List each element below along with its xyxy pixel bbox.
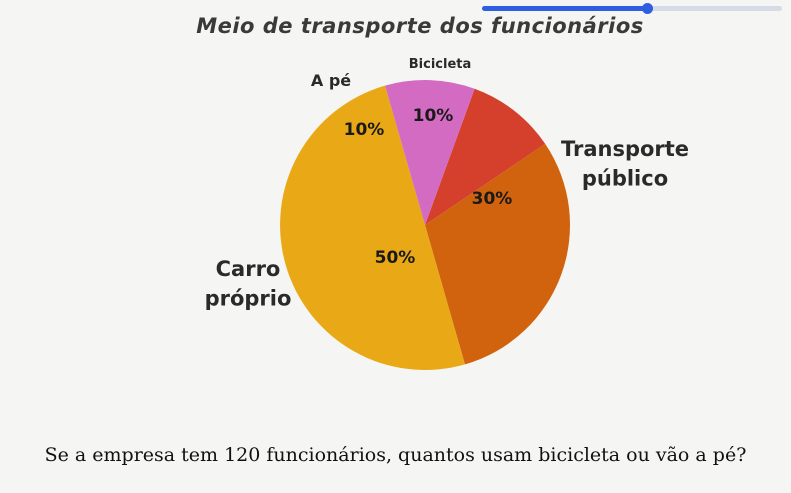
pie-slice-transporte-publico <box>425 143 570 365</box>
pie-slice-carro-proprio <box>280 85 465 370</box>
progress-bar <box>482 3 782 14</box>
percent-label-transporte-publico: 30% <box>472 189 513 209</box>
category-label-a-pe: A pé <box>311 71 351 90</box>
progress-knob <box>642 3 653 14</box>
percent-label-carro-proprio: 50% <box>375 248 416 268</box>
pie-slice-bicicleta <box>425 88 546 225</box>
progress-fill <box>482 6 647 11</box>
category-label-carro-proprio: Carro próprio <box>205 257 292 310</box>
percent-label-bicicleta: 10% <box>413 106 454 126</box>
chart-title: Meio de transporte dos funcionários <box>196 14 644 38</box>
pie-slice-a-pe <box>385 80 475 226</box>
category-label-transporte-publico: Transporte público <box>561 137 689 190</box>
question-text: Se a empresa tem 120 funcionários, quant… <box>44 444 747 466</box>
category-label-bicicleta: Bicicleta <box>409 57 472 72</box>
pie-chart: 10% Bicicleta 30% Transporte público 50% Carro… <box>205 57 689 370</box>
percent-label-a-pe: 10% <box>344 120 385 140</box>
